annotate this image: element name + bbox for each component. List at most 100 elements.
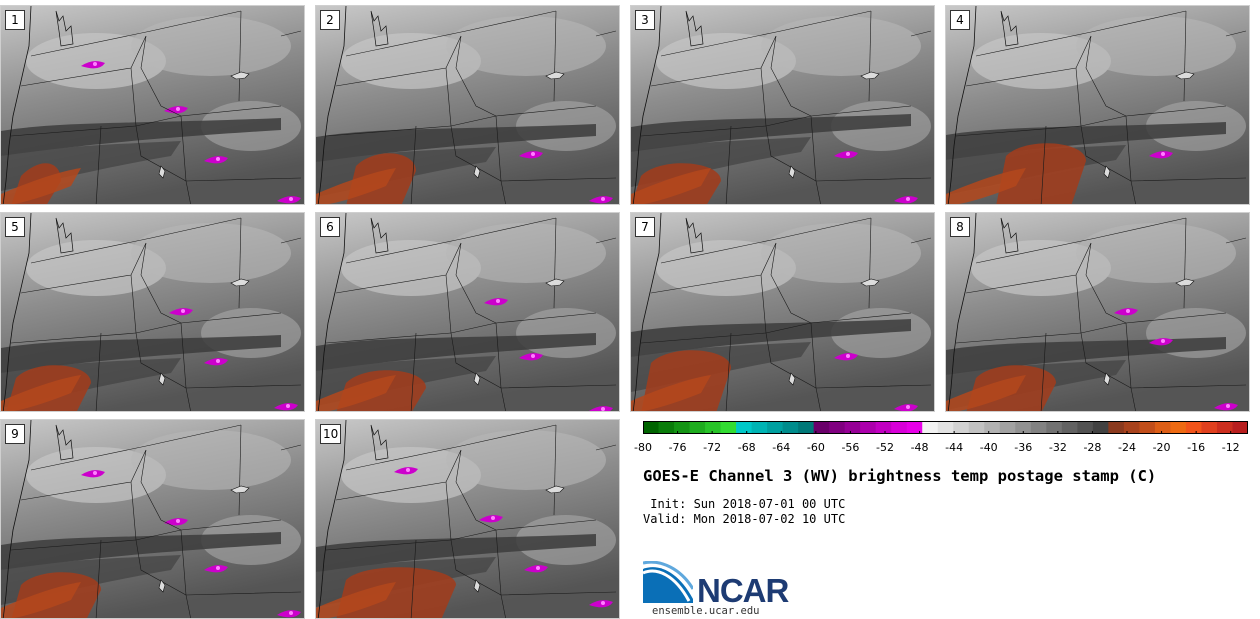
colorbar-bin <box>736 421 753 434</box>
stamp-panel-2[interactable]: 2 <box>315 5 620 205</box>
colorbar-bin <box>922 421 939 434</box>
lake <box>545 71 565 80</box>
colorbar-bin <box>1061 421 1078 434</box>
moist-patch <box>446 223 606 283</box>
moist-patch <box>971 33 1111 89</box>
state-border <box>280 444 302 451</box>
lake <box>1175 278 1195 287</box>
colorbar-bin <box>813 421 830 434</box>
state-border <box>10 332 137 344</box>
stamp-panel-7[interactable]: 7 <box>630 212 935 412</box>
state-border <box>280 237 302 244</box>
stamp-panel-4[interactable]: 4 <box>945 5 1250 205</box>
puget-sound <box>370 217 389 254</box>
state-border <box>770 35 812 117</box>
stamp-panel-9[interactable]: 9 <box>0 419 305 619</box>
cold-cloud-core <box>1226 404 1230 408</box>
cold-cloud-top <box>164 518 188 526</box>
lake <box>788 372 796 386</box>
colorbar-bin <box>937 421 954 434</box>
dry-band <box>631 114 911 152</box>
wv-map <box>631 6 934 204</box>
colorbar-bin <box>999 421 1016 434</box>
dry-band <box>316 124 596 162</box>
lake <box>788 165 796 179</box>
state-border <box>660 217 872 264</box>
colorbar <box>643 421 1248 434</box>
state-border <box>455 242 497 324</box>
stamp-panel-5[interactable]: 5 <box>0 212 305 412</box>
cold-cloud-top <box>479 515 503 523</box>
state-border <box>185 387 191 411</box>
lake <box>473 372 481 386</box>
state-border <box>815 180 821 204</box>
colorbar-tick-label: -80 <box>634 441 652 454</box>
moist-patch <box>131 16 291 76</box>
cold-cloud-core <box>286 404 290 408</box>
coastline <box>947 6 977 204</box>
state-border <box>955 332 1082 344</box>
state-border <box>345 424 557 471</box>
dry-band <box>316 333 596 371</box>
state-border <box>185 180 191 204</box>
lake <box>473 579 481 593</box>
colorbar-bin <box>1046 421 1063 434</box>
colorbar-tick-label: -76 <box>668 441 687 454</box>
ncar-logo-icon <box>643 561 693 603</box>
cold-cloud-top <box>204 156 228 164</box>
wv-map <box>1 213 304 411</box>
colorbar-bin <box>1201 421 1218 434</box>
stamp-panel-1[interactable]: 1 <box>0 5 305 205</box>
cold-cloud-core <box>93 471 97 475</box>
cold-cloud-core <box>1126 309 1130 313</box>
warm-dry-area <box>316 582 396 618</box>
colorbar-bin <box>689 421 706 434</box>
state-border <box>553 424 557 516</box>
cold-cloud-top <box>169 308 193 316</box>
colorbar-tick-label: -24 <box>1118 441 1136 454</box>
coastline <box>317 213 347 411</box>
cold-cloud-core <box>601 197 605 201</box>
stamp-panel-6[interactable]: 6 <box>315 212 620 412</box>
stamp-panel-10[interactable]: 10 <box>315 419 620 619</box>
coastline <box>317 420 347 618</box>
moist-patch <box>341 240 481 296</box>
cold-cloud-top <box>519 151 543 159</box>
wv-map <box>1 420 304 618</box>
state-border <box>725 332 732 411</box>
state-border <box>910 237 932 244</box>
stamp-number: 4 <box>950 10 970 30</box>
colorbar-tick-label: -16 <box>1187 441 1206 454</box>
colorbar-tick-label: -68 <box>737 441 756 454</box>
state-border <box>500 180 506 204</box>
state-border <box>325 125 452 137</box>
colorbar-bin <box>1216 421 1233 434</box>
state-border <box>325 539 452 551</box>
cold-cloud-top <box>524 565 548 573</box>
valid-time: Valid: Mon 2018-07-02 10 UTC <box>643 512 846 526</box>
cold-cloud-top <box>589 600 613 608</box>
state-border <box>553 217 557 309</box>
warm-dry-area <box>316 375 396 411</box>
lake <box>158 165 166 179</box>
state-border <box>130 274 187 389</box>
colorbar-bin <box>1123 421 1140 434</box>
state-border <box>325 332 452 344</box>
cold-cloud-core <box>491 516 495 520</box>
stamp-panel-3[interactable]: 3 <box>630 5 935 205</box>
wv-map <box>316 213 619 411</box>
colorbar-bin <box>1108 421 1125 434</box>
colorbar-tick-label: -72 <box>703 441 722 454</box>
cold-cloud-core <box>289 197 293 201</box>
cold-cloud-core <box>906 197 910 201</box>
dry-band <box>1 335 281 373</box>
colorbar-bin <box>767 421 784 434</box>
state-border <box>238 217 242 309</box>
wv-map <box>946 213 1249 411</box>
state-border <box>553 10 557 102</box>
lake <box>545 485 565 494</box>
stamp-panel-8[interactable]: 8 <box>945 212 1250 412</box>
puget-sound <box>685 217 704 254</box>
state-border <box>500 387 506 411</box>
state-border <box>760 67 817 182</box>
